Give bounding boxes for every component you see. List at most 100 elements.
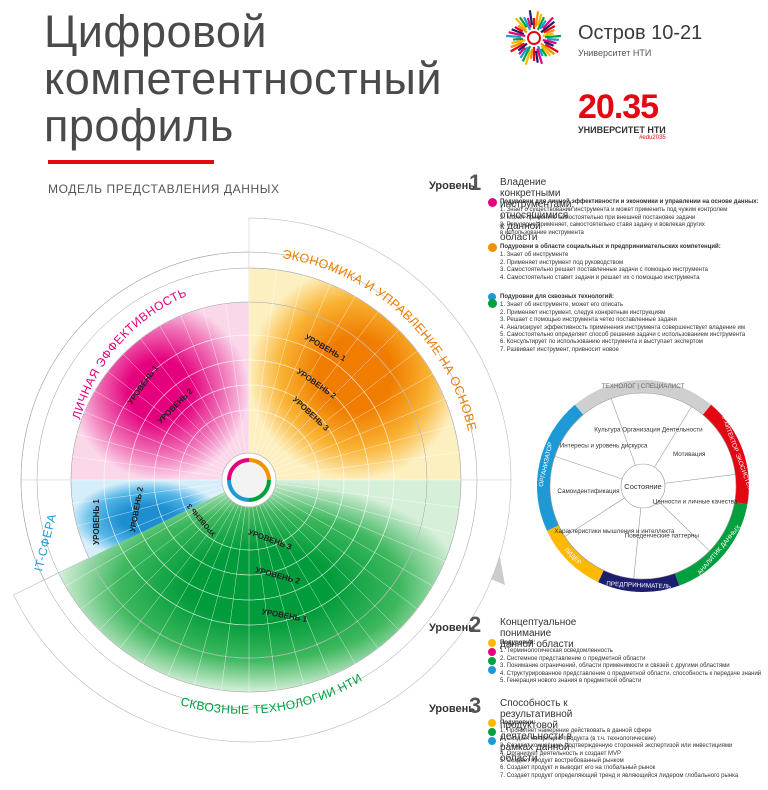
spoke-line (252, 222, 284, 454)
list-item: 4. Самостоятельно ставит задачи и решает… (500, 274, 700, 281)
spoke-line (272, 493, 475, 611)
green-dot-icon (488, 728, 496, 736)
level2-heading-2: понимание данной области (500, 628, 574, 650)
pink-dot-icon (488, 198, 497, 207)
logo-ray (540, 48, 548, 57)
spoke-line (272, 349, 475, 467)
spoke-line (214, 506, 246, 738)
list-item: 3. Регулярно применяет, самостоятельно с… (500, 222, 705, 229)
sector-tech (58, 480, 461, 692)
role-wheel-sector-label: Самоидентификация (557, 488, 619, 495)
list-item: 5. Самостоятельно определяет способ реше… (500, 332, 746, 339)
list-item: 6. Создает продукт и выводит его на глоб… (500, 765, 656, 772)
logo-ray (544, 43, 559, 53)
logo-ray (511, 38, 526, 45)
spoke-line (64, 295, 231, 462)
logo-ray (523, 16, 532, 31)
level3-block-title: Подуровни: (500, 720, 536, 726)
hub-arc (249, 480, 271, 502)
level1-block-2-title: Подуровни в области социальных и предпри… (500, 244, 721, 250)
spoke-line (118, 503, 236, 706)
logo-ray (524, 50, 532, 66)
spoke-line (23, 493, 226, 611)
spoke-line (23, 349, 226, 467)
role-spoke (633, 507, 642, 579)
logo-ray (542, 38, 557, 45)
level1-block-1-title: Подуровни для личной эффективности и эко… (500, 199, 759, 205)
list-item: 1. Знает о существовании инструмента и м… (500, 207, 728, 214)
level3-block: Подуровни: 1. Проявляет намерение действ… (488, 719, 738, 780)
logo-ray (542, 25, 556, 34)
ostrov-emblem-icon (505, 10, 562, 66)
spoke-line (262, 254, 380, 457)
logo-ray (539, 20, 547, 30)
level2-block-title: Подуровни: (500, 640, 536, 646)
list-item: 2. Создает концепцию продукта (в т.ч. те… (500, 735, 656, 742)
title-line-3: профиль (44, 100, 234, 151)
level1-label: Уровень (429, 180, 476, 192)
list-item: 1. Знает об инструменте (500, 252, 569, 259)
logo-ray (510, 42, 526, 53)
role-ring-segment (537, 404, 584, 531)
level2-number: 2 (469, 612, 482, 637)
logo-ray (534, 50, 539, 63)
level3-heading-2: деятельности в рамках данной области (500, 731, 572, 764)
spoke-line (149, 239, 239, 456)
spoke-line (270, 496, 456, 639)
list-item: 1. Знает об инструменте, может его описа… (500, 302, 624, 309)
logo-2035-hashtag: #edu2035 (639, 135, 666, 141)
spoke-line (259, 504, 349, 721)
role-wheel-sector-label: Ценности и личные качества (653, 499, 738, 506)
role-spoke (664, 474, 736, 484)
ostrov-name: Остров 10-21 (578, 22, 703, 44)
role-spoke (610, 398, 636, 466)
logo-ray (536, 16, 545, 31)
logo-ray (543, 40, 554, 47)
orange-dot-icon (488, 243, 497, 252)
role-ring-segment (546, 525, 604, 583)
spoke-line (90, 273, 233, 459)
list-item: 2. Применяет инструмент под руководством (500, 259, 624, 266)
level3-label: Уровень (429, 703, 476, 715)
title-line-1: Цифровой (44, 6, 268, 57)
logo-2035: 20.35 УНИВЕРСИТЕТ НТИ #edu2035 (578, 90, 666, 141)
green-dot-icon (488, 299, 497, 308)
spoke-line (267, 295, 434, 462)
list-item: 3. Решает с помощью инструмента четко по… (500, 317, 677, 324)
logo-ray (519, 16, 528, 28)
spoke-line (275, 483, 507, 515)
spoke-line (0, 486, 223, 547)
blue-dot-icon (488, 737, 496, 745)
spoke-line (259, 239, 349, 456)
list-item: 4. Организует деятельность и создает MVP (500, 750, 621, 757)
spoke-line (8, 380, 225, 470)
logo-2035-number: 20.35 (578, 88, 659, 126)
logo-ray (521, 45, 532, 62)
list-item: 2. Может применить самостоятельно при вн… (500, 214, 696, 221)
ring-label-it-l1: УРОВЕНЬ 1 (92, 499, 101, 545)
title-underline (48, 160, 214, 164)
role-spoke (564, 497, 625, 537)
logo-ray (542, 32, 554, 38)
logo-ray (540, 42, 556, 56)
role-spoke (658, 501, 710, 552)
level1-block-1: Подуровни для личной эффективности и эко… (488, 198, 759, 237)
spoke-line (0, 483, 223, 514)
role-spoke (554, 456, 623, 480)
logo-ray (512, 37, 524, 41)
logo-ray (517, 42, 528, 52)
spoke-line (214, 222, 246, 454)
spoke-line (273, 490, 490, 580)
spoke-line (270, 321, 456, 464)
role-wheel-sector-label: Интересы и уровень дискурса (560, 443, 648, 450)
level2-block: Подуровни: 1. Терминологическая осведомл… (488, 639, 761, 685)
blue-dot-icon (488, 666, 496, 674)
logo-ray (534, 11, 540, 28)
spoke-line (0, 413, 223, 474)
spoke-line (255, 506, 317, 732)
list-item: 3. Понимание ограничений, области примен… (500, 663, 730, 670)
spoke-line (275, 486, 501, 548)
logo-2035-university: УНИВЕРСИТЕТ НТИ (578, 125, 666, 135)
logo-ray (518, 46, 526, 55)
level2-label: Уровень (429, 622, 476, 634)
